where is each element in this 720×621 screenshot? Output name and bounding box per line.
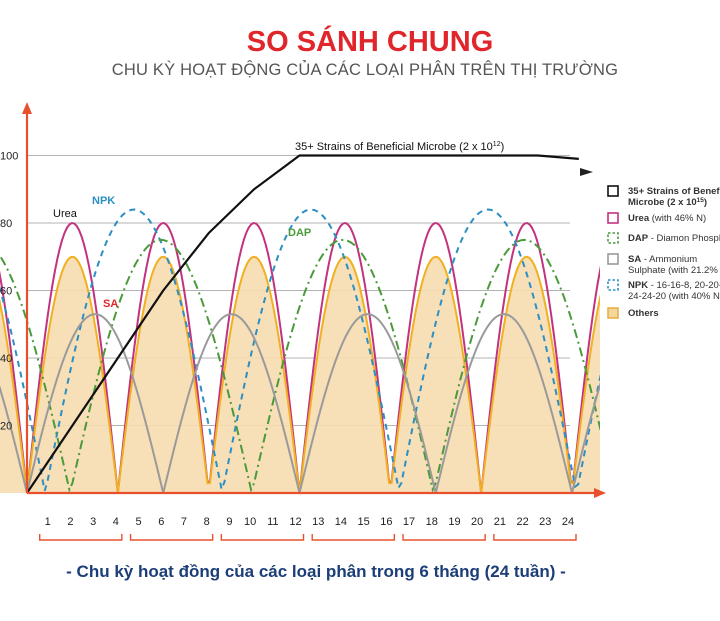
y-tick-label-40: 40 [0,353,12,365]
chart-subtitle: CHU KỲ HOẠT ĐỘNG CỦA CÁC LOẠI PHÂN TRÊN … [111,61,619,79]
legend-label-microbe-line2: Microbe (2 x 1015) [628,197,707,208]
legend-swatch-microbe [607,185,619,197]
y-tick-label-20: 20 [0,421,12,433]
legend-swatch-npk [607,279,619,291]
x-tick-label-10: 10 [244,516,256,528]
chart-title: SO SÁNH CHUNG [246,26,494,58]
x-tick-label-3: 3 [90,516,96,528]
x-tick-label-19: 19 [448,516,460,528]
x-tick-label-1: 1 [45,516,51,528]
legend-swatch-sa [607,253,619,265]
x-tick-label-2: 2 [67,516,73,528]
legend-label-npk: NPK - 16-16-8, 20-20-15, [628,280,720,291]
legend-label-urea: Urea (with 46% N) [628,213,706,224]
x-tick-label-16: 16 [380,516,392,528]
x-tick-label-6: 6 [158,516,164,528]
chart-caption: - Chu kỳ hoạt đồng của các loại phân tro… [66,562,566,581]
month-bracket-5 [402,534,486,541]
legend-swatch-urea [607,212,619,224]
y-tick-label-100: 100 [0,151,18,163]
annotation-urea: Urea [53,208,78,220]
legend-swatch-dap [607,232,619,244]
month-brackets [39,534,577,541]
x-tick-label-8: 8 [204,516,210,528]
x-tick-label-22: 22 [516,516,528,528]
month-bracket-1 [39,534,123,541]
axes [22,102,606,498]
legend-label-microbe: 35+ Strains of Beneficial [628,186,720,197]
legend-label-sa-line2: Sulphate (with 21.2% N) [628,265,720,276]
y-axis-arrow-icon [22,102,32,114]
series-line-dap [0,238,600,493]
microbe-arrow-icon [580,168,593,176]
annotation-dap: DAP [288,227,311,239]
month-bracket-3 [220,534,305,541]
x-tick-label-4: 4 [113,516,119,528]
x-tick-label-20: 20 [471,516,483,528]
x-tick-label-7: 7 [181,516,187,528]
y-tick-label-60: 60 [0,286,12,298]
x-tick-label-21: 21 [494,516,506,528]
x-tick-label-23: 23 [539,516,551,528]
month-bracket-4 [311,534,396,541]
legend-label-npk-line2: 24-24-20 (with 40% N) [628,291,720,302]
x-tick-label-5: 5 [135,516,141,528]
y-tick-label-80: 80 [0,218,12,230]
month-bracket-6 [493,534,577,541]
x-tick-label-18: 18 [426,516,438,528]
x-tick-label-15: 15 [358,516,370,528]
month-bracket-2 [129,534,214,541]
legend-label-sa: SA - Ammonium [628,254,697,265]
microbe-series [26,154,579,494]
legend-label-others: Others [628,308,659,319]
x-tick-label-11: 11 [267,516,278,528]
x-tick-label-24: 24 [562,516,574,528]
x-tick-label-17: 17 [403,516,415,528]
legend-swatch-others [607,307,619,319]
x-tick-label-12: 12 [289,516,301,528]
annotation-sa: SA [103,298,118,310]
annotation-npk: NPK [92,195,115,207]
x-tick-label-9: 9 [226,516,232,528]
x-tick-label-14: 14 [335,516,347,528]
x-axis-arrow-icon [594,488,606,498]
annotation-microbe: 35+ Strains of Beneficial Microbe (2 x 1… [295,141,504,153]
series-line-microbe [26,154,579,494]
x-tick-label-13: 13 [312,516,324,528]
legend-label-dap: DAP - Diamon Phosphate [628,233,720,244]
